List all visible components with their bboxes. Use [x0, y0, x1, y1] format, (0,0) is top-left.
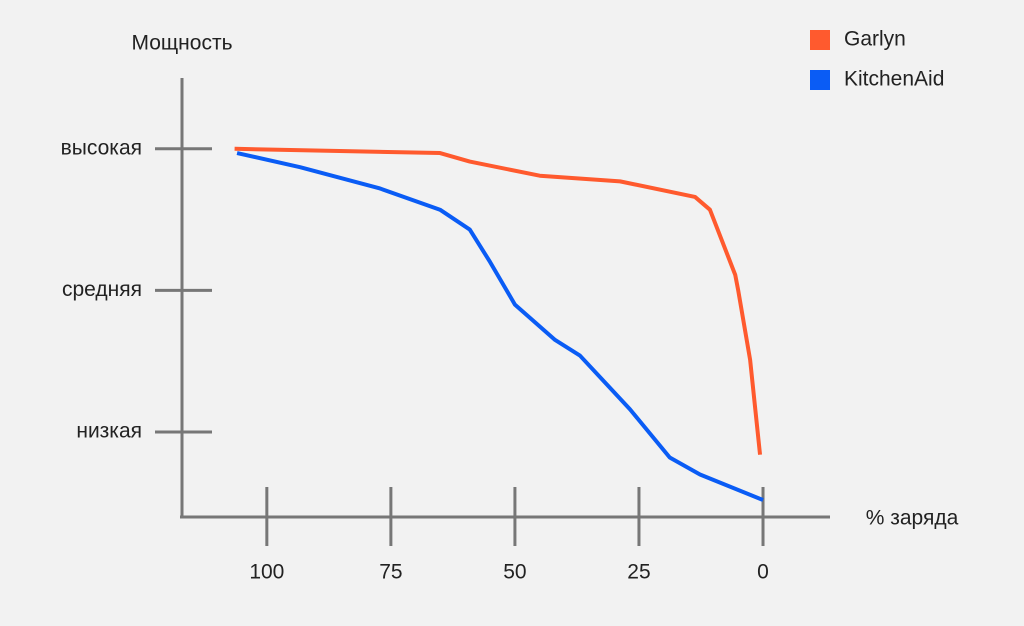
y-tick-label: низкая: [76, 420, 142, 443]
legend-label: Garlyn: [844, 28, 906, 51]
data-line: [236, 151, 764, 502]
legend-swatch: [810, 70, 830, 90]
x-tick-label: 50: [503, 561, 526, 584]
x-axis-label: % заряда: [866, 507, 959, 530]
legend-swatch: [810, 30, 830, 50]
y-tick-label: высокая: [61, 136, 142, 159]
y-axis-label: Мощность: [131, 32, 232, 55]
x-tick-label: 25: [627, 561, 650, 584]
x-tick-label: 75: [379, 561, 402, 584]
data-line: [234, 146, 763, 455]
y-tick-label: средняя: [62, 278, 142, 301]
x-tick-label: 100: [249, 561, 284, 584]
legend-label: KitchenAid: [844, 68, 944, 91]
x-tick-label: 0: [757, 561, 769, 584]
